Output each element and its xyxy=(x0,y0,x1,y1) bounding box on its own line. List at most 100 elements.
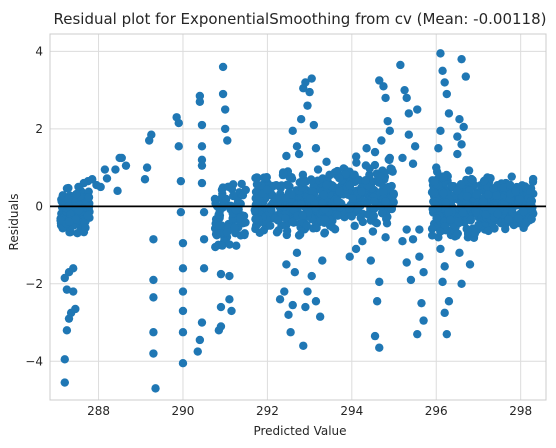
scatter-point xyxy=(297,115,305,123)
scatter-point xyxy=(196,336,204,344)
scatter-point xyxy=(462,72,470,80)
scatter-point xyxy=(431,177,439,185)
scatter-point xyxy=(306,194,314,202)
scatter-point xyxy=(237,180,245,188)
scatter-point xyxy=(175,119,183,127)
scatter-point xyxy=(312,224,320,232)
scatter-point xyxy=(314,165,322,173)
scatter-point xyxy=(217,303,225,311)
scatter-point xyxy=(122,161,130,169)
scatter-point xyxy=(272,195,280,203)
scatter-point xyxy=(362,161,370,169)
scatter-point xyxy=(118,154,126,162)
scatter-point xyxy=(500,201,508,209)
scatter-point xyxy=(312,144,320,152)
scatter-point xyxy=(453,132,461,140)
scatter-point xyxy=(348,194,356,202)
scatter-point xyxy=(179,307,187,315)
scatter-point xyxy=(352,158,360,166)
scatter-point xyxy=(282,152,290,160)
scatter-point xyxy=(96,183,104,191)
scatter-point xyxy=(455,115,463,123)
scatter-point xyxy=(179,359,187,367)
scatter-point xyxy=(440,262,448,270)
scatter-point xyxy=(453,187,461,195)
scatter-point xyxy=(303,221,311,229)
scatter-point xyxy=(409,160,417,168)
scatter-point xyxy=(358,237,366,245)
scatter-point xyxy=(413,105,421,113)
scatter-point xyxy=(436,245,444,253)
scatter-point xyxy=(179,328,187,336)
scatter-point xyxy=(413,330,421,338)
scatter-point xyxy=(217,270,225,278)
scatter-point xyxy=(346,252,354,260)
scatter-point xyxy=(69,264,77,272)
scatter-point xyxy=(198,142,206,150)
scatter-point xyxy=(177,208,185,216)
scatter-point xyxy=(335,174,343,182)
y-tick-label: 4 xyxy=(35,44,43,58)
scatter-point xyxy=(281,214,289,222)
scatter-point xyxy=(385,155,393,163)
scatter-point xyxy=(61,378,69,386)
scatter-point xyxy=(177,177,185,185)
scatter-point xyxy=(194,347,202,355)
scatter-point xyxy=(438,67,446,75)
scatter-point xyxy=(223,136,231,144)
scatter-point xyxy=(405,130,413,138)
scatter-point xyxy=(64,195,72,203)
scatter-point xyxy=(359,218,367,226)
scatter-point xyxy=(293,142,301,150)
scatter-point xyxy=(446,216,454,224)
scatter-point xyxy=(440,78,448,86)
scatter-point xyxy=(415,225,423,233)
scatter-point xyxy=(371,332,379,340)
scatter-point xyxy=(316,313,324,321)
scatter-point xyxy=(303,101,311,109)
scatter-point xyxy=(215,326,223,334)
scatter-point xyxy=(492,191,500,199)
scatter-point xyxy=(282,260,290,268)
scatter-point xyxy=(454,229,462,237)
scatter-point xyxy=(308,272,316,280)
scatter-point xyxy=(151,384,159,392)
scatter-point xyxy=(381,233,389,241)
scatter-point xyxy=(253,180,261,188)
scatter-point xyxy=(263,186,271,194)
scatter-point xyxy=(211,243,219,251)
scatter-point xyxy=(211,195,219,203)
scatter-point xyxy=(433,168,441,176)
y-tick-label: −4 xyxy=(25,354,43,368)
scatter-point xyxy=(322,158,330,166)
scatter-point xyxy=(428,225,436,233)
scatter-point xyxy=(361,176,369,184)
scatter-point xyxy=(237,231,245,239)
scatter-point xyxy=(322,181,330,189)
scatter-point xyxy=(284,311,292,319)
scatter-point xyxy=(281,193,289,201)
x-tick-label: 288 xyxy=(87,404,110,418)
scatter-point xyxy=(295,150,303,158)
scatter-point xyxy=(501,225,509,233)
scatter-point xyxy=(494,210,502,218)
scatter-point xyxy=(432,214,440,222)
scatter-point xyxy=(74,183,82,191)
scatter-point xyxy=(215,221,223,229)
y-axis-label: Residuals xyxy=(7,194,21,251)
scatter-point xyxy=(63,285,71,293)
scatter-point xyxy=(490,224,498,232)
scatter-point xyxy=(508,172,516,180)
scatter-point xyxy=(377,136,385,144)
scatter-point xyxy=(227,307,235,315)
scatter-point xyxy=(299,342,307,350)
scatter-point xyxy=(381,94,389,102)
scatter-point xyxy=(279,168,287,176)
scatter-point xyxy=(431,201,439,209)
scatter-point xyxy=(300,178,308,186)
chart-title: Residual plot for ExponentialSmoothing f… xyxy=(54,10,547,28)
scatter-point xyxy=(321,228,329,236)
scatter-point xyxy=(276,295,284,303)
scatter-point xyxy=(219,90,227,98)
